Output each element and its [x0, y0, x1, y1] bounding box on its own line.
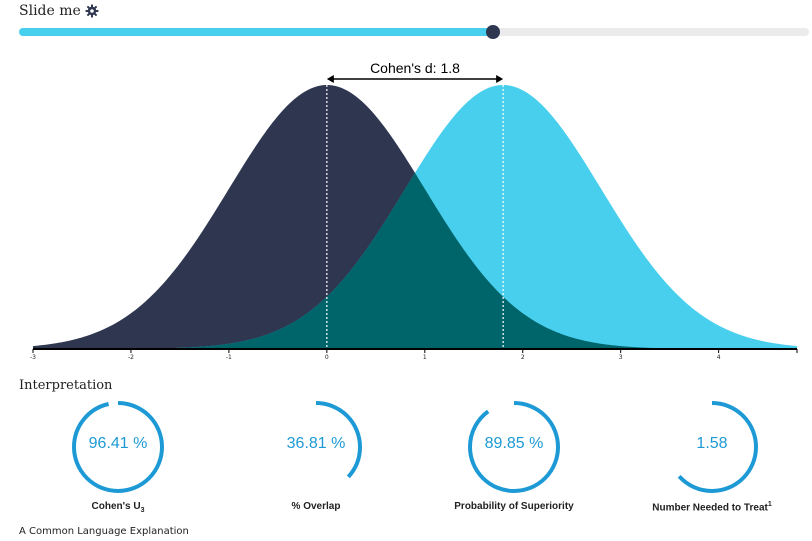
metric-ring-arc: [72, 401, 164, 493]
interpretation-title: Interpretation: [19, 378, 113, 393]
distribution-chart: Cohen's d: 1.8 -3 -2 -1 0 1 2 3 4: [30, 60, 798, 361]
slider-title-text: Slide me: [19, 3, 81, 19]
metric-label: Number Needed to Treat1: [622, 501, 802, 513]
footer-link[interactable]: A Common Language Explanation: [19, 526, 189, 537]
x-tick-label: 4: [717, 354, 721, 361]
metric-3: 1.58 Number Needed to Treat1: [622, 397, 802, 513]
metric-value: 36.81 %: [286, 435, 346, 452]
overlap-area: [33, 172, 797, 349]
x-tick-label: 0: [325, 354, 329, 361]
metric-1: 36.81 % % Overlap: [226, 397, 406, 512]
metric-ring-arc: [468, 401, 560, 493]
gear-icon[interactable]: [85, 4, 99, 18]
metric-value: 1.58: [696, 435, 728, 452]
metric-label: Cohen's U3: [28, 501, 208, 514]
metric-ring: [270, 401, 362, 493]
metric-ring: [72, 401, 164, 493]
slider-title: Slide me: [19, 3, 99, 19]
effect-size-slider[interactable]: [19, 25, 809, 39]
metric-label-text: Probability of Superiority: [454, 501, 574, 512]
metric-ring: [468, 401, 560, 493]
metric-value: 96.41 %: [88, 435, 148, 452]
metric-label-superscript: 1: [767, 501, 772, 508]
metric-label-subscript: 3: [140, 507, 145, 514]
metric-label: % Overlap: [226, 501, 406, 512]
metric-label-text: Number Needed to Treat: [652, 502, 768, 514]
metric-label-text: % Overlap: [291, 501, 341, 512]
x-tick-label: 3: [619, 354, 623, 361]
x-tick-label: -1: [226, 354, 232, 361]
metric-value: 89.85 %: [484, 435, 544, 452]
metric-2: 89.85 % Probability of Superiority: [424, 397, 604, 512]
arrow-head-right: [496, 75, 504, 83]
metric-label-text: Cohen's U: [91, 501, 141, 512]
metric-ring-arc: [666, 401, 758, 493]
metric-ring: [666, 401, 758, 493]
slider-fill: [19, 28, 493, 36]
metric-0: 96.41 % Cohen's U3: [28, 397, 208, 514]
cohens-d-label: Cohen's d: 1.8: [370, 60, 460, 76]
metric-ring-arc: [270, 401, 362, 493]
x-tick-label: -2: [128, 354, 134, 361]
x-tick-label: -3: [30, 354, 36, 361]
x-tick-label: 2: [521, 354, 525, 361]
metric-label: Probability of Superiority: [424, 501, 604, 512]
arrow-head-left: [326, 75, 334, 83]
slider-thumb[interactable]: [486, 25, 500, 39]
x-tick-label: 1: [423, 354, 427, 361]
